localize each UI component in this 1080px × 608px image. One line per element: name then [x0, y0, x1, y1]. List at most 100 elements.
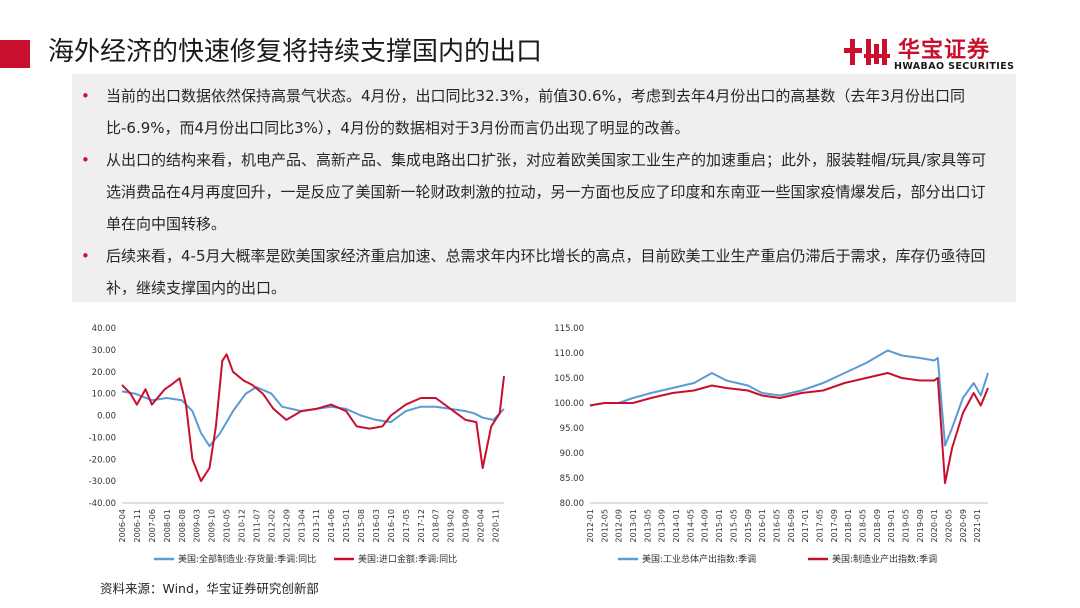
x-tick-label: 2008-08: [178, 509, 187, 542]
y-tick-label: 115.00: [554, 324, 584, 334]
legend-label: 美国:全部制造业:存货量:季调:同比: [178, 553, 316, 565]
x-tick-label: 2012-09: [615, 509, 624, 542]
x-tick-label: 2012-02: [267, 509, 276, 542]
x-tick-label: 2017-05: [402, 509, 411, 542]
y-tick-label: 110.00: [554, 349, 584, 359]
y-tick-label: 40.00: [92, 324, 116, 334]
legend-label: 美国:制造业产出指数:季调: [832, 553, 937, 565]
x-tick-label: 2012-01: [586, 509, 595, 542]
x-tick-label: 2013-09: [658, 509, 667, 542]
x-tick-label: 2018-07: [432, 509, 441, 542]
x-tick-label: 2013-04: [297, 509, 306, 542]
chart-inventory-vs-imports-svg: 40.00 30.00 20.00 10.00 0.00 -10.00 -20.00 -30.…: [89, 324, 505, 565]
x-tick-label: 2016-05: [772, 509, 781, 542]
y-tick-label: 10.00: [92, 390, 116, 400]
title-accent-bar: [0, 40, 30, 68]
logo-english-name: HWABAO SECURITIES: [894, 61, 1015, 72]
x-tick-label: 2020-01: [930, 509, 939, 542]
x-tick-label: 2015-08: [357, 509, 366, 542]
x-tick-label: 2006-04: [118, 509, 127, 542]
chart-industrial-output: 115.00 110.00 105.00 100.00 95.00 90.00 85.00 8…: [548, 318, 994, 580]
x-tick-label: 2014-09: [701, 509, 710, 542]
x-tick-label: 2013-11: [312, 509, 321, 542]
x-tick-label: 2020-05: [945, 509, 954, 542]
x-tick-label: 2010-12: [238, 509, 247, 542]
x-tick-label: 2018-05: [859, 509, 868, 542]
x-tick-label: 2017-12: [417, 509, 426, 542]
bullet-text: 后续来看，4-5月大概率是欧美国家经济重启加速、总需求年内环比增长的高点，目前欧…: [106, 247, 986, 297]
y-tick-label: 20.00: [92, 368, 116, 378]
x-tick-label: 2013-01: [629, 509, 638, 542]
x-tick-label: 2012-05: [600, 509, 609, 542]
bullet-item: • 当前的出口数据依然保持高景气状态。4月份，出口同比32.3%，前值30.6%…: [72, 80, 1016, 144]
x-tick-label: 2017-05: [815, 509, 824, 542]
x-tick-label: 2008-01: [163, 509, 172, 542]
series-line-red: [121, 353, 505, 483]
x-tick-label: 2016-10: [387, 509, 396, 542]
y-tick-label: 30.00: [92, 346, 116, 356]
y-tick-label: 95.00: [560, 424, 584, 434]
chart-inventory-vs-imports: 40.00 30.00 20.00 10.00 0.00 -10.00 -20.00 -30.…: [84, 318, 524, 580]
x-tick-label: 2019-01: [887, 509, 896, 542]
x-tick-label: 2019-05: [902, 509, 911, 542]
x-tick-label: 2018-09: [873, 509, 882, 542]
y-tick-label: -20.00: [89, 455, 116, 465]
series-line-blue: [121, 386, 505, 448]
bullet-text: 当前的出口数据依然保持高景气状态。4月份，出口同比32.3%，前值30.6%，考…: [106, 87, 965, 137]
x-tick-label: 2015-01: [715, 509, 724, 542]
page-title: 海外经济的快速修复将持续支撑国内的出口: [48, 37, 543, 67]
legend-label: 美国:进口金额:季调:同比: [358, 553, 457, 565]
x-tick-label: 2015-05: [729, 509, 738, 542]
bullet-list: • 当前的出口数据依然保持高景气状态。4月份，出口同比32.3%，前值30.6%…: [72, 80, 1016, 304]
logo-chinese-name: 华宝证券: [898, 38, 991, 63]
x-tick-label: 2017-01: [801, 509, 810, 542]
x-tick-label: 2006-11: [133, 509, 142, 542]
y-tick-label: -40.00: [89, 499, 116, 509]
bullet-icon: •: [81, 87, 90, 105]
chart-industrial-output-svg: 115.00 110.00 105.00 100.00 95.00 90.00 85.00 8…: [554, 324, 989, 565]
x-tick-label: 2012-09: [282, 509, 291, 542]
y-tick-label: 90.00: [560, 449, 584, 459]
x-tick-label: 2016-09: [787, 509, 796, 542]
series-line-red: [589, 372, 989, 484]
x-tick-label: 2018-01: [844, 509, 853, 542]
x-tick-label: 2014-01: [672, 509, 681, 542]
y-tick-label: -10.00: [89, 433, 116, 443]
x-tick-label: 2009-10: [208, 509, 217, 542]
summary-panel: • 当前的出口数据依然保持高景气状态。4月份，出口同比32.3%，前值30.6%…: [72, 74, 1016, 302]
x-tick-label: 2014-06: [327, 509, 336, 542]
bullet-item: • 从出口的结构来看，机电产品、高新产品、集成电路出口扩张，对应着欧美国家工业生…: [72, 144, 1016, 240]
x-tick-label: 2010-05: [223, 509, 232, 542]
series-line-blue: [589, 349, 989, 447]
x-tick-label: 2015-09: [744, 509, 753, 542]
logo-mark-icon: [844, 39, 890, 65]
x-tick-label: 2019-09: [462, 509, 471, 542]
x-tick-label: 2009-03: [193, 509, 202, 542]
company-logo: 华宝证券 HWABAO SECURITIES: [840, 30, 1040, 74]
legend-label: 美国:工业总体产出指数:季调: [642, 553, 756, 565]
x-tick-label: 2021-01: [973, 509, 982, 542]
bullet-icon: •: [81, 151, 90, 169]
y-tick-label: 105.00: [554, 374, 584, 384]
bullet-icon: •: [81, 247, 90, 265]
x-tick-label: 2016-01: [758, 509, 767, 542]
x-tick-label: 2019-09: [916, 509, 925, 542]
y-tick-label: 80.00: [560, 499, 584, 509]
x-tick-label: 2016-03: [372, 509, 381, 542]
y-tick-label: -30.00: [89, 477, 116, 487]
x-tick-label: 2015-01: [342, 509, 351, 542]
x-tick-label: 2020-09: [959, 509, 968, 542]
x-tick-label: 2020-04: [477, 509, 486, 542]
x-tick-label: 2017-09: [830, 509, 839, 542]
x-tick-label: 2019-02: [447, 509, 456, 542]
y-tick-label: 100.00: [554, 399, 584, 409]
bullet-item: • 后续来看，4-5月大概率是欧美国家经济重启加速、总需求年内环比增长的高点，目…: [72, 240, 1016, 304]
y-tick-label: 0.00: [97, 412, 116, 422]
x-tick-label: 2014-05: [686, 509, 695, 542]
x-tick-label: 2013-05: [643, 509, 652, 542]
x-tick-label: 2020-11: [491, 509, 500, 542]
y-tick-label: 85.00: [560, 474, 584, 484]
x-tick-label: 2007-06: [148, 509, 157, 542]
bullet-text: 从出口的结构来看，机电产品、高新产品、集成电路出口扩张，对应着欧美国家工业生产的…: [106, 151, 987, 233]
x-tick-label: 2011-07: [252, 509, 261, 542]
